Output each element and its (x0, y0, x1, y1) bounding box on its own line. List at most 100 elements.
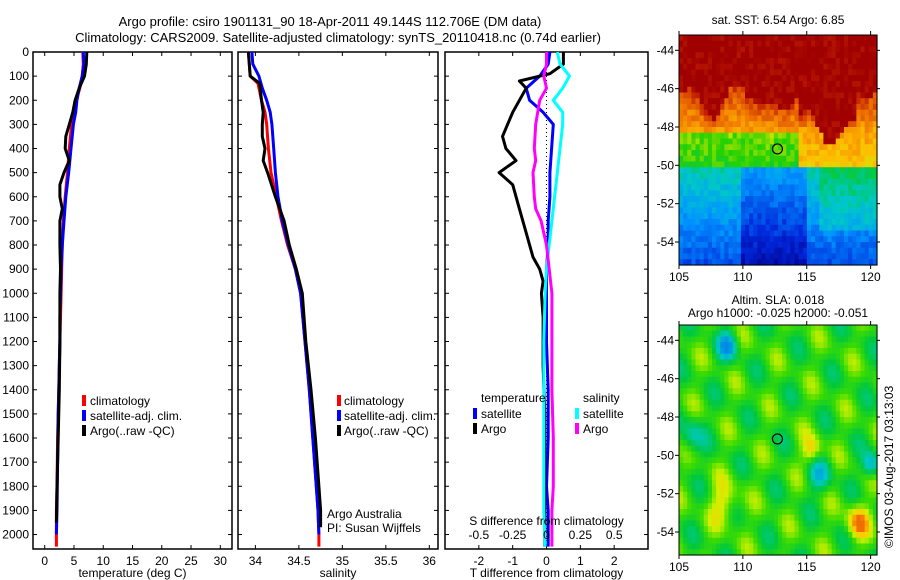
heatmap-cell (860, 132, 866, 140)
heatmap-cell (753, 35, 758, 42)
heatmap-cell (844, 184, 849, 191)
heatmap-cell (712, 184, 717, 191)
heatmap-cell (761, 173, 767, 180)
legend-title-salinity: salinity (583, 391, 620, 405)
heatmap-cell (687, 52, 692, 59)
heatmap-cell (794, 365, 800, 372)
heatmap-cell (848, 253, 853, 260)
heatmap-cell (712, 253, 717, 260)
heatmap-cell (749, 190, 754, 197)
heatmap-cell (831, 155, 837, 163)
heatmap-cell (757, 213, 763, 220)
heatmap-cell (786, 463, 791, 470)
heatmap-cell (786, 457, 791, 464)
heatmap-cell (868, 35, 874, 42)
heatmap-cell (765, 247, 771, 255)
heatmap-cell (860, 115, 866, 122)
heatmap-cell (794, 325, 800, 332)
heatmap-cell (707, 474, 713, 481)
heatmap-cell (790, 138, 796, 145)
heatmap-cell (769, 532, 775, 539)
heatmap-cell (712, 463, 717, 470)
heatmap-cell (839, 348, 845, 355)
heatmap-cell (707, 497, 713, 504)
heatmap-cell (724, 69, 730, 76)
heatmap-cell (745, 371, 750, 378)
heatmap-cell (736, 63, 742, 71)
heatmap-cell (732, 520, 738, 527)
heatmap-cell (802, 474, 808, 481)
heatmap-cell (815, 201, 820, 209)
heatmap-cell (695, 127, 701, 134)
heatmap-cell (835, 98, 841, 105)
heatmap-cell (703, 144, 709, 151)
heatmap-cell (769, 514, 775, 522)
heatmap-cell (695, 138, 701, 145)
x-tick-label: 115 (797, 270, 816, 284)
heatmap-cell (806, 405, 812, 412)
heatmap-cell (720, 40, 725, 48)
heatmap-cell (728, 526, 734, 533)
heatmap-cell (856, 486, 862, 493)
heatmap-cell (736, 127, 742, 134)
heatmap-cell (856, 532, 862, 539)
heatmap-cell (823, 201, 829, 209)
heatmap-cell (802, 405, 808, 412)
heatmap-cell (728, 109, 734, 117)
heatmap-cell (687, 109, 692, 117)
heatmap-cell (856, 428, 862, 435)
heatmap-cell (753, 236, 758, 243)
heatmap-cell (852, 173, 857, 180)
heatmap-cell (724, 417, 730, 424)
heatmap-cell (765, 399, 771, 407)
heatmap-cell (844, 359, 849, 366)
heatmap-cell (724, 342, 730, 349)
heatmap-cell (831, 474, 837, 481)
heatmap-cell (794, 178, 800, 186)
heatmap-cell (720, 451, 725, 458)
heatmap-cell (798, 81, 804, 88)
heatmap-cell (765, 150, 771, 157)
heatmap-cell (687, 161, 692, 168)
heatmap-cell (811, 230, 816, 237)
heatmap-cell (864, 394, 870, 401)
heatmap-cell (765, 474, 771, 481)
x-tick-label: -1 (507, 554, 518, 568)
heatmap-cell (716, 468, 721, 476)
heatmap-cell (798, 52, 804, 59)
heatmap-cell (802, 549, 808, 556)
heatmap-cell (736, 336, 742, 343)
heatmap-cell (761, 509, 767, 516)
heatmap-cell (852, 422, 857, 430)
heatmap-cell (839, 132, 845, 140)
heatmap-cell (835, 486, 841, 493)
heatmap-cell (683, 520, 688, 527)
heatmap-cell (839, 219, 845, 226)
heatmap-cell (848, 121, 853, 128)
heatmap-cell (831, 428, 837, 435)
heatmap-cell (736, 178, 742, 186)
heatmap-cell (683, 242, 688, 249)
heatmap-cell (835, 104, 841, 111)
heatmap-cell (736, 382, 742, 389)
y-tick-label: 0 (22, 45, 29, 59)
heatmap-cell (765, 491, 771, 499)
heatmap-cell (790, 325, 796, 332)
heatmap-cell (827, 486, 833, 493)
heatmap-cell (699, 330, 705, 338)
heatmap-cell (852, 549, 857, 556)
heatmap-cell (761, 394, 767, 401)
heatmap-cell (691, 376, 697, 384)
heatmap-cell (679, 150, 684, 157)
heatmap-cell (819, 474, 824, 481)
heatmap-cell (868, 520, 874, 527)
heatmap-cell (761, 480, 767, 487)
heatmap-cell (720, 359, 725, 366)
heatmap-cell (819, 440, 824, 447)
heatmap-cell (679, 207, 684, 214)
heatmap-cell (815, 109, 820, 117)
heatmap-cell (811, 46, 816, 53)
heatmap-cell (765, 434, 771, 441)
heatmap-cell (860, 549, 866, 556)
